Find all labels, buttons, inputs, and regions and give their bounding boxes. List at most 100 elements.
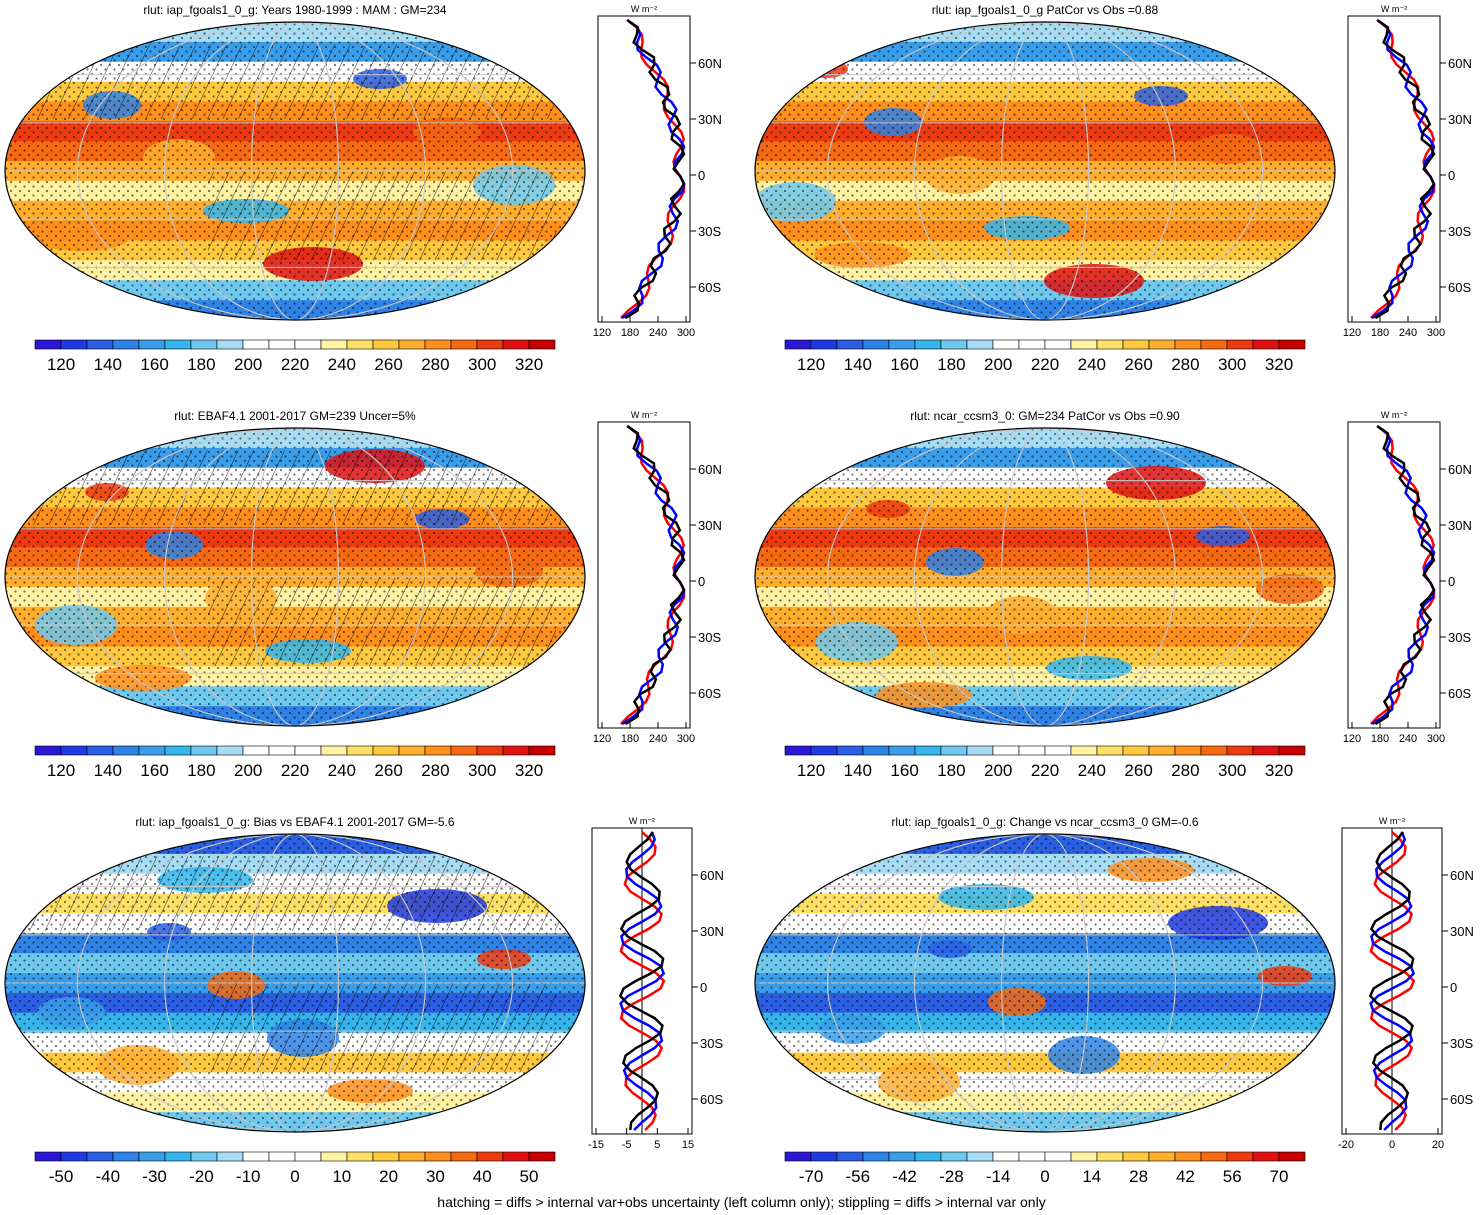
colorbar-swatch: [1226, 339, 1254, 350]
map-outline: [754, 21, 1336, 321]
colorbar-tick-label: -28: [939, 1167, 964, 1186]
map-area: [5, 428, 585, 726]
colorbar-swatch: [242, 339, 270, 350]
value-tick-label: 180: [621, 327, 639, 339]
colorbar-tick-label: 300: [468, 761, 496, 780]
colorbar-swatch: [450, 339, 478, 350]
lat-tick-label: 30N: [1450, 924, 1474, 939]
hatching: [5, 856, 585, 931]
lat-tick-label: 0: [700, 980, 707, 995]
graticule-meridian: [827, 22, 1263, 320]
colorbar-tick-label: 220: [1031, 761, 1059, 780]
colorbar-tick-label: -40: [96, 1167, 121, 1186]
colorbar-swatch: [1174, 339, 1202, 350]
graticule-meridian: [914, 428, 1176, 726]
colorbar-swatch: [268, 745, 296, 756]
colorbar-swatch: [112, 745, 140, 756]
colorbar-swatch: [992, 745, 1020, 756]
colorbar-tick-label: -56: [846, 1167, 871, 1186]
colorbar-swatch: [320, 1151, 348, 1162]
colorbar-swatch: [810, 1151, 838, 1162]
value-tick-label: 180: [1371, 733, 1389, 745]
colorbar-tick-label: 320: [515, 355, 543, 374]
lat-tick-label: 30S: [698, 630, 721, 645]
graticule-meridian: [77, 22, 513, 320]
colorbar-tick-label: 300: [468, 355, 496, 374]
value-tick-label: 120: [593, 733, 611, 745]
map-area: [755, 834, 1335, 1132]
colorbar-tick-label: 42: [1176, 1167, 1195, 1186]
colorbar-swatch: [346, 745, 374, 756]
colorbar-tick-label: 280: [421, 761, 449, 780]
colorbar-swatch: [914, 339, 942, 350]
colorbar-tick-label: 240: [1078, 355, 1106, 374]
profile-unit-label: W m⁻²: [631, 4, 657, 14]
lat-tick-label: 0: [1448, 168, 1455, 183]
colorbar-tick-label: 180: [187, 761, 215, 780]
profile-unit-label: W m⁻²: [629, 816, 655, 826]
colorbar-swatch: [836, 745, 864, 756]
colorbar-swatch: [112, 339, 140, 350]
colorbar-swatch: [966, 339, 994, 350]
colorbar-tick-label: 14: [1082, 1167, 1101, 1186]
colorbar-tick-label: 260: [374, 761, 402, 780]
colorbar-tick-label: 180: [187, 355, 215, 374]
colorbar: 120 140 160 180 200 220 240 260 280 300 320: [34, 745, 556, 780]
colorbar-tick-label: 120: [797, 355, 825, 374]
colorbar: -50 -40 -30 -20 -10 0 10 20 30 40 50: [34, 1151, 556, 1186]
colorbar-swatch: [86, 745, 114, 756]
panel-title: rlut: iap_fgoals1_0_g: Change vs ncar_cc…: [891, 815, 1198, 829]
colorbar-tick-label: 180: [937, 761, 965, 780]
colorbar-swatch: [1122, 745, 1150, 756]
colorbar-swatch: [1200, 339, 1228, 350]
colorbar-swatch: [372, 745, 400, 756]
hatching: [208, 577, 556, 667]
colorbar-swatch: [138, 745, 166, 756]
lat-tick-label: 30S: [1448, 224, 1471, 239]
profile-unit-label: W m⁻²: [1379, 816, 1405, 826]
colorbar-swatch: [60, 745, 88, 756]
colorbar-tick-label: -42: [892, 1167, 917, 1186]
colorbar-tick-label: 220: [281, 761, 309, 780]
colorbar-tick-label: 320: [1265, 355, 1293, 374]
profile-frame: [597, 421, 691, 729]
value-tick-label: 240: [1399, 733, 1417, 745]
value-tick-label: -15: [588, 1139, 604, 1151]
colorbar-swatch: [1252, 1151, 1280, 1162]
panel-ref-model-clim: rlut: ncar_ccsm3_0: GM=234 PatCor vs Obs…: [754, 409, 1472, 780]
profile-line: [1368, 831, 1415, 1131]
colorbar-swatch: [216, 339, 244, 350]
graticule-meridian: [914, 834, 1176, 1132]
value-tick-label: 240: [1399, 327, 1417, 339]
lat-tick-label: 30S: [698, 224, 721, 239]
lat-tick-label: 60N: [698, 462, 722, 477]
profile-line: [1374, 18, 1436, 320]
panel-title: rlut: EBAF4.1 2001-2017 GM=239 Uncer=5%: [174, 409, 416, 423]
colorbar-swatch: [502, 339, 530, 350]
colorbar-tick-label: -70: [799, 1167, 824, 1186]
lat-tick-label: 30S: [1448, 630, 1471, 645]
hatching: [208, 983, 556, 1073]
colorbar-swatch: [476, 745, 504, 756]
colorbar-tick-label: 160: [890, 761, 918, 780]
colorbar-swatch: [784, 1151, 812, 1162]
colorbar-swatch: [992, 1151, 1020, 1162]
colorbar: 120 140 160 180 200 220 240 260 280 300 320: [784, 339, 1306, 374]
map-outline: [4, 21, 586, 321]
profile-line: [624, 18, 686, 320]
colorbar-swatch: [398, 745, 426, 756]
colorbar-tick-label: 40: [473, 1167, 492, 1186]
colorbar-swatch: [940, 1151, 968, 1162]
value-tick-label: 180: [621, 733, 639, 745]
colorbar-swatch: [294, 1151, 322, 1162]
lat-tick-label: 60N: [700, 868, 724, 883]
colorbar: -70 -56 -42 -28 -14 0 14 28 42 56 70: [784, 1151, 1306, 1186]
lat-tick-label: 0: [1450, 980, 1457, 995]
colorbar-swatch: [888, 745, 916, 756]
lat-tick-label: 60S: [1448, 280, 1471, 295]
colorbar-swatch: [190, 1151, 218, 1162]
contour-region: [23, 43, 67, 61]
lat-tick-label: 30N: [1448, 112, 1472, 127]
graticule-meridian: [77, 428, 513, 726]
colorbar-swatch: [372, 1151, 400, 1162]
